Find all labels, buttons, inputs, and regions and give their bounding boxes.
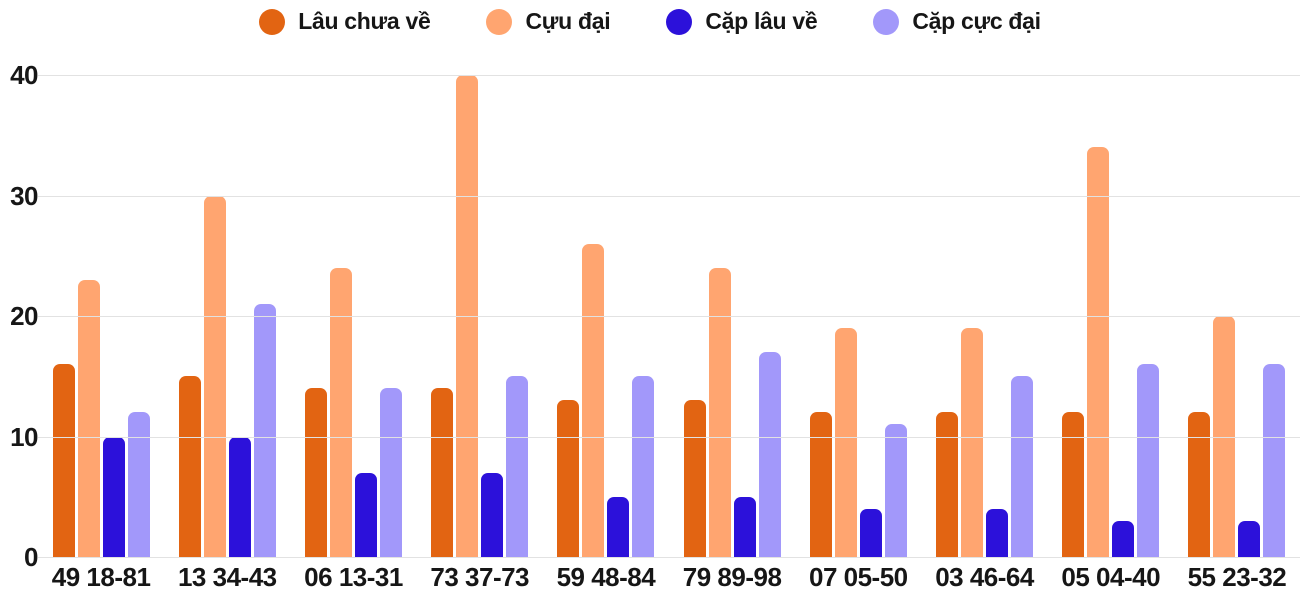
bar-series1-group2 <box>178 376 201 557</box>
bar-group-2: 13 34-43 <box>164 75 290 592</box>
legend-item-3[interactable]: Cặp lâu về <box>666 8 818 35</box>
gridline <box>38 436 1300 438</box>
bar-group-8: 03 46-64 <box>921 75 1047 592</box>
gridline <box>38 316 1300 317</box>
bar-series3-group2 <box>228 436 251 557</box>
bar-group-1: 49 18-81 <box>38 75 164 592</box>
bar-series2-group2 <box>203 195 226 557</box>
bar-series2-group1 <box>77 279 100 557</box>
legend-label: Cặp lâu về <box>705 8 818 34</box>
bar-series3-group8 <box>986 508 1009 557</box>
legend-swatch-icon <box>486 8 513 35</box>
bar-series4-group3 <box>380 388 402 557</box>
bar-group-9: 05 04-40 <box>1048 75 1174 592</box>
bar-series3-group5 <box>607 496 630 557</box>
bar-series3-group7 <box>859 508 882 557</box>
bar-series1-group10 <box>1188 412 1211 557</box>
bar-series1-group7 <box>809 412 832 557</box>
bar-series4-group8 <box>1011 376 1034 557</box>
bar-groups: 49 18-81 13 34-43 06 13-31 73 37-73 59 48-84… <box>38 75 1300 592</box>
legend-label: Lâu chưa về <box>298 8 431 34</box>
bar-series1-group5 <box>557 400 580 557</box>
bar-series3-group4 <box>481 472 504 557</box>
y-axis-tick-label: 20 <box>10 301 38 331</box>
x-axis-category-label: 73 37-73 <box>430 562 530 592</box>
chart-legend: Lâu chưa về Cựu đại Cặp lâu về Cặp cực đại <box>0 8 1300 35</box>
x-axis-category-label: 03 46-64 <box>935 562 1034 592</box>
bar-group-6: 79 89-98 <box>669 75 795 592</box>
bar-series4-group5 <box>632 376 655 557</box>
x-axis-category-label: 05 04-40 <box>1061 562 1161 592</box>
y-axis-tick-label: 30 <box>10 180 38 211</box>
x-axis-category-label: 07 05-50 <box>808 562 908 592</box>
bar-series3-group10 <box>1238 520 1261 557</box>
legend-item-1[interactable]: Lâu chưa về <box>259 8 431 35</box>
bar-series2-group6 <box>708 267 731 557</box>
bar-group-7: 07 05-50 <box>795 75 921 592</box>
legend-item-4[interactable]: Cặp cực đại <box>873 8 1041 35</box>
x-axis-category-label: 06 13-31 <box>304 562 403 592</box>
legend-swatch-icon <box>666 8 693 35</box>
gridline <box>38 75 1300 76</box>
gridline <box>38 557 1300 558</box>
plot-area: 49 18-81 13 34-43 06 13-31 73 37-73 59 48-84… <box>38 75 1300 592</box>
bar-series3-group9 <box>1112 520 1135 557</box>
bar-series1-group8 <box>936 412 959 557</box>
x-axis-category-label: 49 18-81 <box>51 562 151 592</box>
x-axis-category-label: 13 34-43 <box>177 562 277 592</box>
legend-item-2[interactable]: Cựu đại <box>486 8 611 35</box>
bar-series4-group1 <box>127 412 150 557</box>
bar-series3-group1 <box>102 436 125 557</box>
bar-series1-group4 <box>431 388 454 557</box>
legend-swatch-icon <box>259 8 286 35</box>
gridline <box>38 195 1300 197</box>
x-axis-category-label: 79 89-98 <box>682 562 782 592</box>
bar-series2-group5 <box>582 243 605 557</box>
bar-series2-group3 <box>330 267 352 557</box>
bar-series1-group6 <box>683 400 706 557</box>
bar-series1-group9 <box>1062 412 1085 557</box>
y-axis-tick-label: 10 <box>10 421 38 452</box>
bar-series3-group6 <box>733 496 756 557</box>
bar-series4-group9 <box>1137 364 1160 557</box>
bar-series2-group8 <box>961 328 984 557</box>
x-axis-category-label: 59 48-84 <box>556 562 656 592</box>
x-axis-category-label: 55 23-32 <box>1187 562 1287 592</box>
legend-label: Cựu đại <box>525 8 611 34</box>
bar-series3-group3 <box>355 472 377 557</box>
bar-series2-group9 <box>1087 147 1110 557</box>
legend-label: Cặp cực đại <box>912 8 1041 34</box>
bar-series1-group3 <box>305 388 327 557</box>
bar-series1-group1 <box>52 364 75 557</box>
bar-series2-group7 <box>834 328 857 557</box>
bar-group-5: 59 48-84 <box>543 75 669 592</box>
bar-series4-group10 <box>1263 364 1286 557</box>
bar-series4-group2 <box>253 303 276 557</box>
y-axis-tick-label: 0 <box>24 542 38 572</box>
bar-group-3: 06 13-31 <box>290 75 416 592</box>
bar-series4-group6 <box>758 352 781 557</box>
legend-swatch-icon <box>873 8 900 35</box>
y-axis-tick-label: 40 <box>10 60 38 90</box>
bar-series4-group4 <box>506 376 529 557</box>
bar-series4-group7 <box>884 424 907 557</box>
